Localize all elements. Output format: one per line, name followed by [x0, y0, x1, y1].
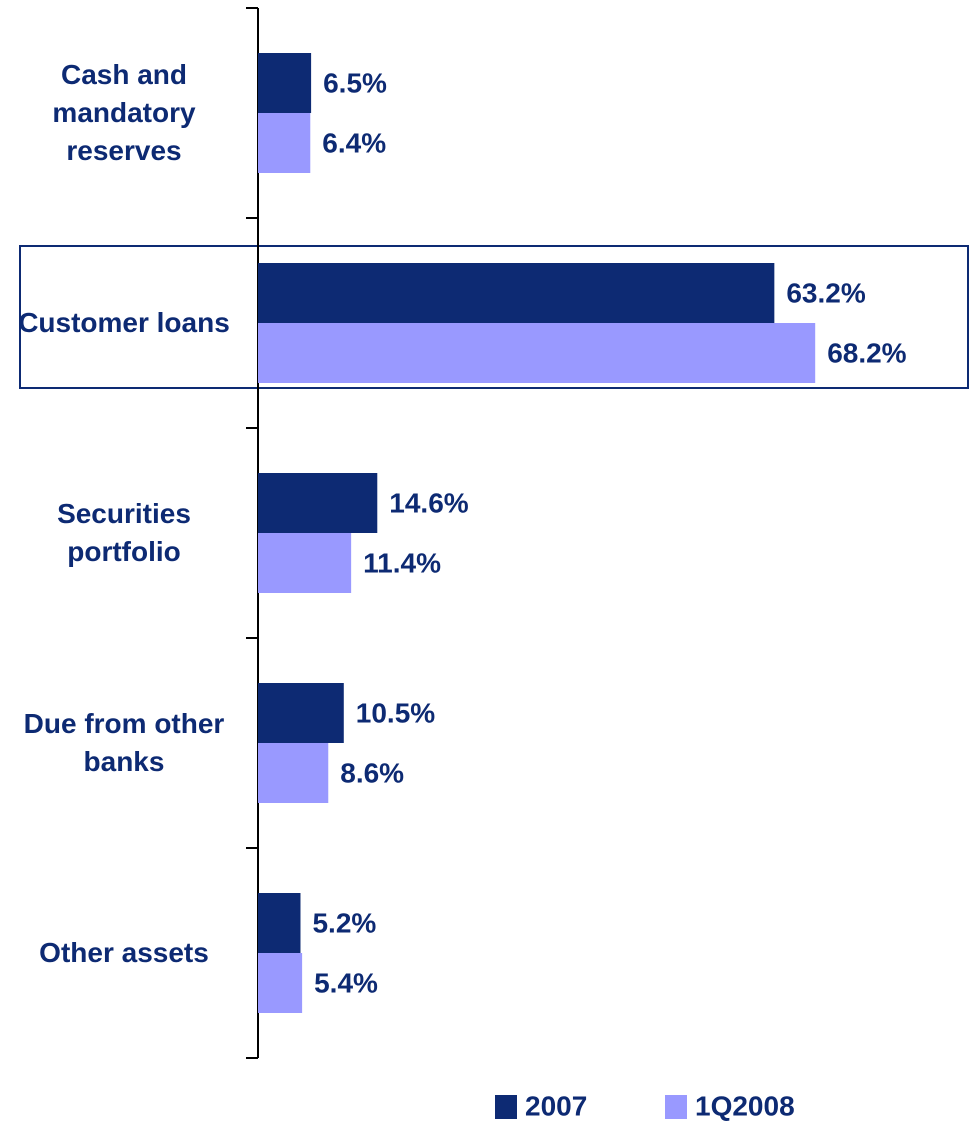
value-label: 5.2%	[312, 907, 376, 938]
value-label: 6.4%	[322, 127, 386, 158]
value-label: 11.4%	[363, 547, 441, 578]
category-label: Other assets	[39, 937, 209, 968]
value-label: 6.5%	[323, 67, 387, 98]
bar	[258, 743, 329, 803]
legend-swatch	[665, 1095, 687, 1119]
bar	[258, 893, 301, 953]
bar	[258, 533, 352, 593]
category-label: Securities portfolio	[57, 498, 191, 567]
value-label: 68.2%	[827, 337, 906, 368]
legend-label: 2007	[525, 1090, 587, 1121]
value-label: 63.2%	[786, 277, 865, 308]
category-label: Due from other banks	[23, 708, 225, 777]
highlight-box	[19, 245, 969, 389]
category-label: Customer loans	[18, 307, 230, 338]
bar	[258, 53, 312, 113]
value-label: 5.4%	[314, 967, 378, 998]
bar	[258, 683, 344, 743]
value-label: 8.6%	[340, 757, 404, 788]
legend-label: 1Q2008	[695, 1090, 795, 1121]
bar	[258, 473, 378, 533]
category-label: Cash and mandatory reserves	[52, 59, 196, 166]
bar	[258, 323, 816, 383]
bar	[258, 113, 311, 173]
value-label: 14.6%	[389, 487, 468, 518]
bar	[258, 263, 775, 323]
value-label: 10.5%	[356, 697, 435, 728]
bar	[258, 953, 303, 1013]
legend-swatch	[495, 1095, 517, 1119]
